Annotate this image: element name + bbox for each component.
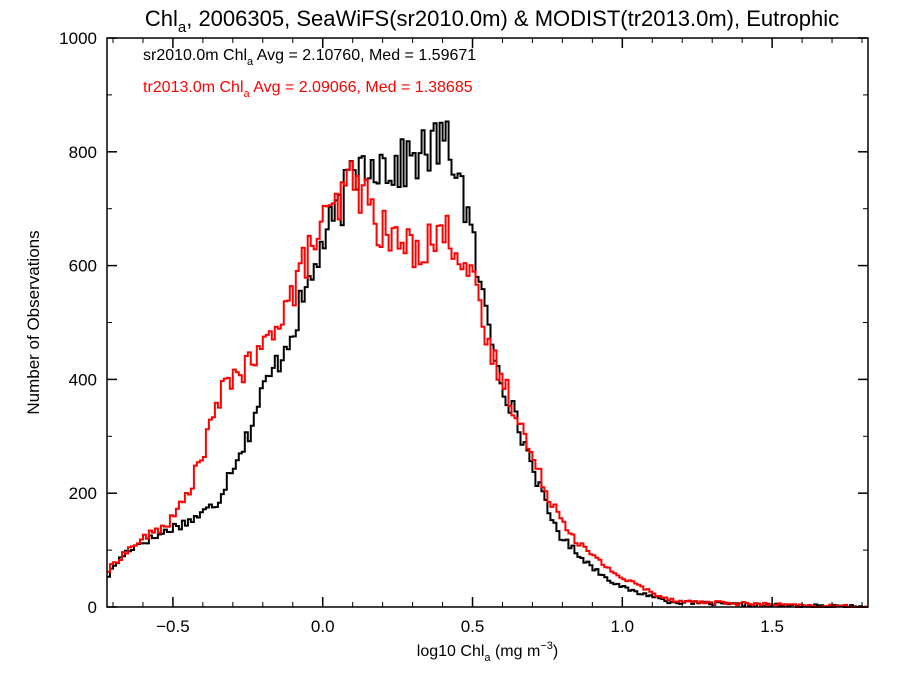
y-tick-label: 200 <box>69 484 97 503</box>
histogram-series-sr2010.0m <box>107 120 868 608</box>
y-axis-label-text: Number of Observations <box>24 230 43 414</box>
x-tick-label: 1.5 <box>760 617 784 636</box>
axis-ticks: −0.5 0.0 0.5 1.0 1.5 0 200 400 600 800 1000 <box>59 29 868 636</box>
legend-annotation-tr2013.0m: tr2013.0m Chla Avg = 2.09066, Med = 1.38… <box>143 79 473 100</box>
legend-annotation-sr2010.0m: sr2010.0m Chla Avg = 2.10760, Med = 1.59… <box>143 47 476 68</box>
histogram-series-tr2013.0m <box>107 160 868 608</box>
x-axis-label: log10 Chla (mg m−3) <box>417 640 558 664</box>
y-tick-label: 0 <box>88 598 97 617</box>
x-tick-label: −0.5 <box>156 617 190 636</box>
chart-title-text: Chla, 2006305, SeaWiFS(sr2010.0m) & MODI… <box>145 6 839 36</box>
series-layer <box>107 120 868 608</box>
x-tick-label: 0.0 <box>311 617 335 636</box>
y-tick-label: 600 <box>69 257 97 276</box>
x-tick-label: 0.5 <box>461 617 485 636</box>
x-axis-label-text: log10 Chla (mg m−3) <box>417 640 558 664</box>
y-tick-label: 800 <box>69 143 97 162</box>
chart-title: Chla, 2006305, SeaWiFS(sr2010.0m) & MODI… <box>145 6 839 36</box>
legend-annotations: sr2010.0m Chla Avg = 2.10760, Med = 1.59… <box>143 47 476 100</box>
x-tick-label: 1.0 <box>611 617 635 636</box>
y-axis-label: Number of Observations <box>24 230 43 414</box>
y-tick-label: 400 <box>69 370 97 389</box>
y-tick-label: 1000 <box>59 29 97 48</box>
